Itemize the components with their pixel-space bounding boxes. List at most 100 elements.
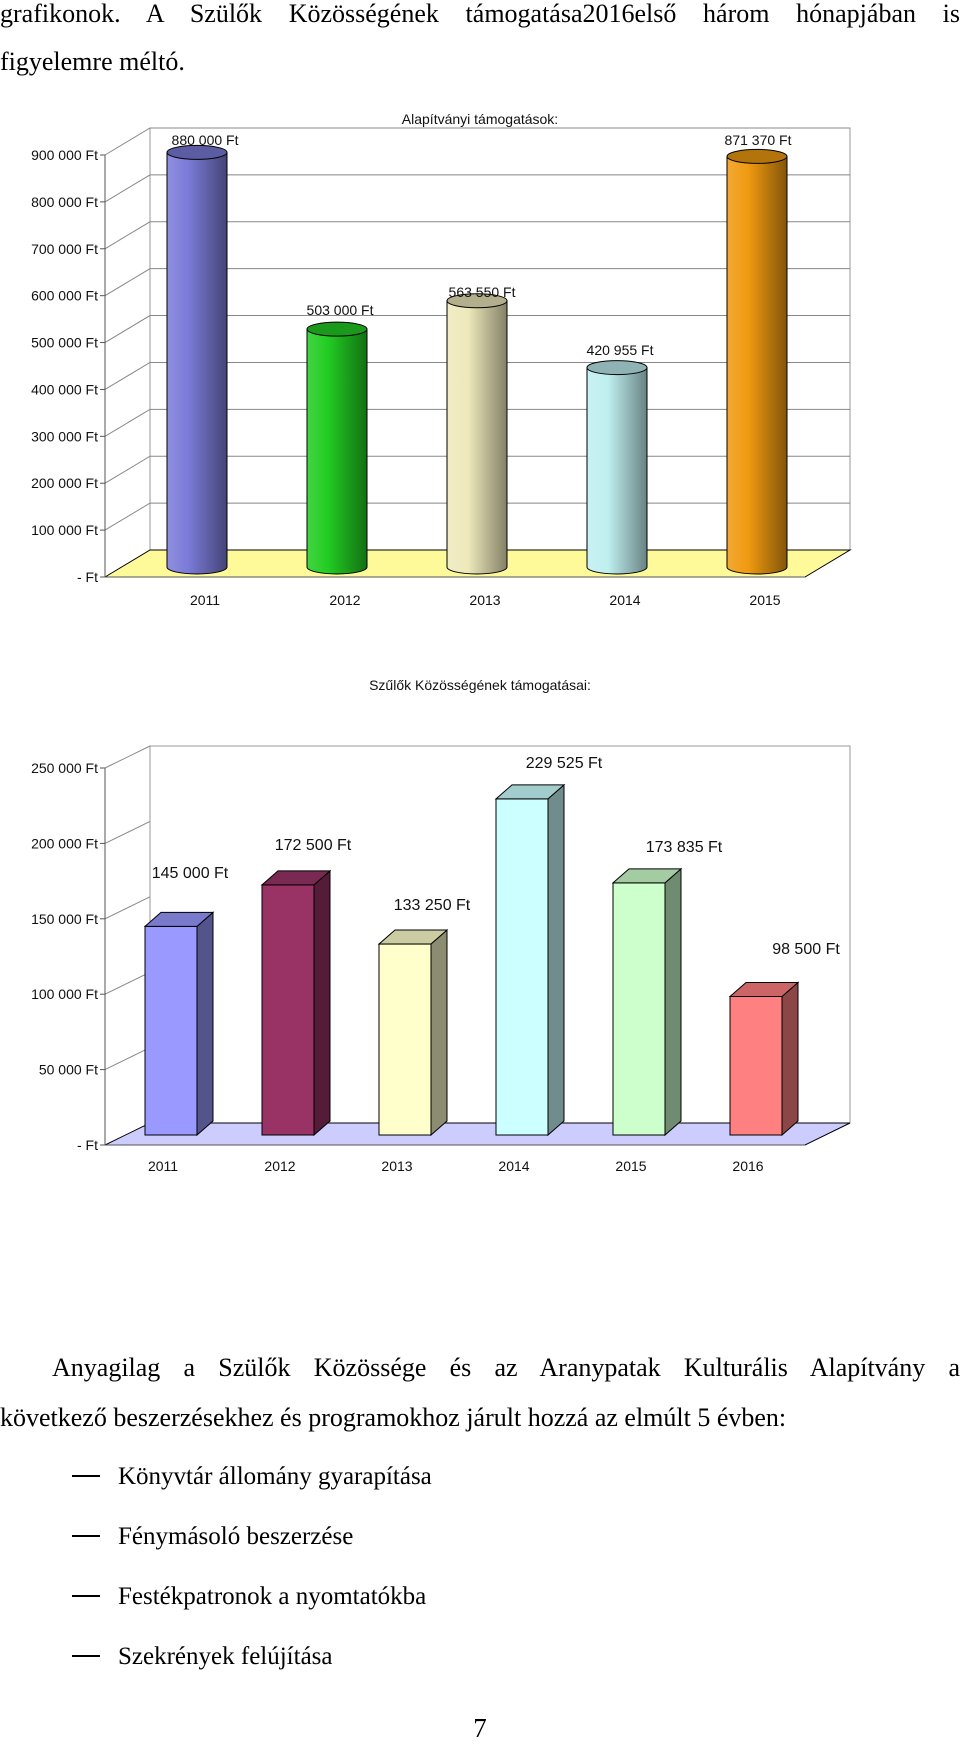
gridline (104, 971, 151, 995)
page-number: 7 (473, 1713, 487, 1743)
gridline (104, 896, 151, 920)
y-tick-label: 200 000 Ft (31, 835, 98, 851)
paragraph-line-1: Anyagilag a Szülők Közössége és az Arany… (52, 1353, 960, 1382)
intro-line-1: grafikonok. A Szülők Közösségének támoga… (0, 0, 960, 28)
bar-cylinder-2014 (586, 367, 648, 575)
bar-side-2011 (196, 911, 214, 1137)
list-item: Szekrények felújítása (72, 1637, 333, 1677)
gridline (104, 221, 850, 250)
gridline (104, 127, 850, 156)
data-label: 229 525 Ft (526, 755, 603, 772)
bar-top-2013 (377, 929, 449, 945)
y-tick-label: 50 000 Ft (39, 1062, 98, 1078)
intro-text: grafikonok. A Szülők Közösségének támoga… (0, 0, 960, 86)
parents-community-support-chart: - Ft 50 000 Ft 100 000 Ft 150 000 Ft 200 000… (31, 745, 851, 1174)
bar-side-2015 (664, 867, 682, 1137)
bar-cylinder-2013 (446, 300, 508, 575)
bar-top-2013 (446, 293, 508, 309)
x-tick-label: 2016 (732, 1158, 763, 1174)
x-tick-label: 2011 (190, 592, 220, 608)
x-tick-label: 2013 (381, 1158, 412, 1174)
x-tick-label: 2014 (498, 1158, 529, 1174)
parents-chart-title-area: Szűlők Közösségének támogatásai: (369, 677, 591, 693)
bar-side-2012 (313, 869, 331, 1137)
x-tick-label: 2013 (469, 592, 500, 608)
list-item-text: Fénymásoló beszerzése (118, 1523, 354, 1550)
x-tick-label: 2015 (749, 592, 780, 608)
bar-side-2013 (430, 928, 448, 1137)
bar-top-2011 (166, 144, 228, 160)
bar-top-2012 (306, 321, 368, 337)
data-label: 173 835 Ft (646, 839, 723, 856)
data-label: 871 370 Ft (725, 132, 792, 148)
bar-top-2011 (143, 911, 215, 927)
data-label: 880 000 Ft (172, 132, 239, 148)
gridline (104, 315, 850, 343)
dash-icon (72, 1655, 100, 1658)
list-item: Fénymásoló beszerzése (72, 1517, 353, 1557)
data-label: 420 955 Ft (587, 342, 654, 358)
bar-front-2012 (261, 884, 315, 1136)
bar-side-2014 (547, 783, 565, 1137)
data-label: 145 000 Ft (152, 865, 229, 882)
list-item: Festékpatronok a nyomtatókba (72, 1577, 426, 1617)
list-item: Könyvtár állomány gyarapítása (72, 1457, 432, 1497)
x-tick-label: 2012 (329, 592, 360, 608)
x-tick-label: 2014 (609, 592, 640, 608)
x-tick-label: 2015 (615, 1158, 646, 1174)
bar-front-2011 (144, 925, 198, 1136)
y-tick-label: 800 000 Ft (31, 194, 98, 210)
bar-top-2014 (586, 360, 648, 376)
y-tick-label: 700 000 Ft (31, 241, 98, 257)
paragraph-line-2: következő beszerzésekhez és programokhoz… (0, 1403, 787, 1432)
bar-top-2014 (494, 784, 566, 800)
y-tick-label: 200 000 Ft (31, 475, 98, 491)
y-tick-label: 900 000 Ft (31, 147, 98, 163)
data-label: 503 000 Ft (307, 302, 374, 318)
y-tick-label: 600 000 Ft (31, 288, 98, 304)
gridline (104, 1047, 151, 1071)
list-item-text: Szekrények felújítása (118, 1643, 333, 1670)
bar-cylinder-2015 (726, 155, 788, 575)
bar-side-2016 (781, 981, 799, 1137)
y-tick-label: - Ft (77, 1137, 98, 1153)
list-item-text: Könyvtár állomány gyarapítása (118, 1463, 432, 1490)
y-tick-label: 150 000 Ft (31, 911, 98, 927)
dash-icon (72, 1595, 100, 1598)
bar-front-2016 (729, 995, 783, 1136)
data-label: 172 500 Ft (275, 837, 352, 854)
foundation-support-chart: - Ft 100 000 Ft 200 000 Ft 300 000 Ft 400 00… (31, 111, 852, 608)
x-tick-label: 2012 (264, 1158, 295, 1174)
bar-top-2015 (611, 868, 683, 884)
bar-cylinder-2011 (166, 151, 228, 575)
parents-chart-title: Szűlők Közösségének támogatásai: (369, 677, 591, 693)
y-tick-label: 100 000 Ft (31, 986, 98, 1002)
data-label: 133 250 Ft (394, 897, 471, 914)
bar-top-2015 (726, 148, 788, 164)
list-item-text: Festékpatronok a nyomtatókba (118, 1583, 427, 1610)
y-tick-label: 100 000 Ft (31, 522, 98, 538)
bar-front-2015 (612, 882, 666, 1136)
gridline (104, 745, 151, 769)
x-tick-label: 2011 (148, 1158, 178, 1174)
support-paragraph: Anyagilag a Szülők Közössége és az Arany… (0, 1343, 960, 1443)
bar-cylinder-2012 (306, 328, 368, 575)
bar-front-2014 (495, 798, 549, 1136)
bar-front-2013 (378, 943, 432, 1136)
bar-top-2016 (728, 981, 800, 997)
bar-top-2012 (260, 870, 332, 886)
dash-icon (72, 1535, 100, 1538)
intro-line-2: figyelemre méltó. (0, 47, 185, 76)
chart-title: Alapítványi támogatások: (402, 111, 558, 127)
data-label: 563 550 Ft (449, 284, 516, 300)
gridline (104, 268, 850, 297)
y-tick-label: 500 000 Ft (31, 335, 98, 351)
data-label: 98 500 Ft (772, 941, 840, 958)
dash-icon (72, 1475, 100, 1478)
gridline (104, 174, 850, 203)
y-tick-label: 400 000 Ft (31, 381, 98, 397)
y-tick-label: 300 000 Ft (31, 428, 98, 444)
y-tick-label: - Ft (77, 569, 98, 585)
gridline (104, 820, 151, 844)
y-tick-label: 250 000 Ft (31, 760, 98, 776)
